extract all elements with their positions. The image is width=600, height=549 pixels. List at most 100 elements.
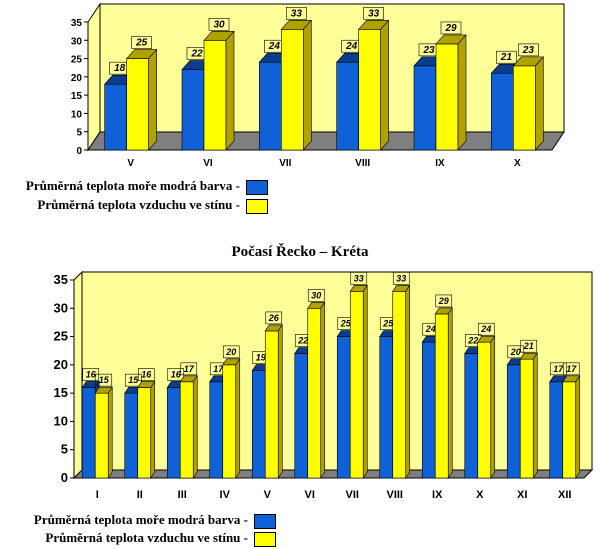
data-label-box: [131, 36, 152, 49]
bar-sea-II: [124, 392, 139, 479]
data-label: 16: [86, 369, 97, 379]
x-tick-label: XII: [558, 489, 571, 501]
y-tick-label: 25: [54, 329, 68, 344]
legend-sea-swatch: [246, 180, 268, 195]
data-label: 20: [225, 347, 236, 357]
chart-bottom: 051015202530351615I1516II1617III1720IV19…: [54, 270, 594, 501]
bar-side: [457, 34, 467, 151]
bar-air-VII: [281, 29, 304, 151]
data-label: 26: [268, 313, 280, 323]
x-tick-label: VIII: [355, 158, 370, 169]
bar-air-XII: [562, 381, 577, 479]
x-tick-label: XI: [517, 489, 527, 501]
data-label-box: [286, 7, 307, 20]
data-label: 25: [340, 319, 352, 329]
data-label: 33: [354, 273, 364, 283]
legend-top: Průměrná teplota moře modrá barva - Prům…: [0, 178, 300, 218]
data-label-box: [440, 21, 462, 35]
chart-side-wall: [73, 270, 83, 480]
data-label-box: [363, 7, 384, 20]
legend-sea-swatch: [254, 514, 276, 529]
legend-sea-label: Průměrná teplota moře modrá barva -: [33, 512, 248, 527]
y-tick-label: 0: [76, 146, 82, 157]
bar-side: [320, 301, 326, 479]
bar-sea-XII: [549, 381, 564, 479]
bar-side: [535, 56, 544, 151]
data-label-box: [350, 272, 368, 285]
data-label: 33: [396, 273, 406, 283]
bar-side: [192, 374, 198, 479]
chart-floor: [72, 469, 594, 479]
bar-side: [150, 380, 156, 479]
data-label-box: [562, 362, 580, 376]
bar-sea-III: [166, 387, 181, 479]
data-label-box: [520, 339, 538, 353]
data-label: 22: [190, 49, 203, 60]
bar-side: [575, 374, 581, 479]
x-tick-label: IV: [220, 489, 231, 501]
y-tick-label: 10: [54, 413, 68, 428]
data-label-box: [95, 373, 113, 387]
data-label: 21: [523, 341, 534, 351]
bar-sea-X: [491, 72, 514, 151]
data-label-box: [307, 288, 325, 302]
data-label: 15: [128, 375, 139, 385]
data-label: 24: [480, 324, 491, 334]
bar-sea-I: [81, 387, 96, 479]
bar-air-I: [94, 392, 109, 479]
legend-air-swatch: [254, 532, 276, 547]
data-label: 22: [297, 336, 308, 346]
x-tick-label: VII: [346, 489, 359, 501]
data-label: 25: [135, 38, 148, 49]
data-label: 24: [425, 324, 436, 334]
bar-air-II: [137, 387, 152, 479]
data-label: 23: [422, 45, 435, 56]
data-label-box: [507, 345, 525, 359]
data-label-box: [222, 345, 240, 359]
x-tick-label: VIII: [386, 489, 403, 501]
y-tick-label: 15: [71, 91, 83, 102]
data-label-box: [518, 43, 539, 57]
bar-sea-VII: [259, 61, 282, 151]
y-tick-label: 35: [54, 272, 68, 287]
y-tick-label: 20: [71, 73, 83, 84]
y-tick-label: 25: [71, 55, 83, 66]
bar-air-V: [126, 58, 149, 151]
legend-sea-label: Průměrná teplota moře modrá barva -: [25, 178, 240, 193]
data-label-box: [477, 322, 495, 336]
legend-air-label: Průměrná teplota vzduchu ve stínu -: [45, 530, 248, 545]
bar-sea-VI: [181, 69, 205, 151]
data-label-box: [496, 50, 517, 64]
data-label: 16: [171, 369, 182, 379]
bar-air-V: [264, 330, 279, 479]
data-label: 20: [510, 347, 521, 357]
bar-sea-VIII: [336, 61, 359, 151]
bar-air-VIII: [358, 29, 381, 151]
bar-sea-IX: [413, 65, 437, 151]
data-label: 22: [467, 336, 478, 346]
data-label: 15: [99, 375, 110, 385]
data-label-box: [265, 311, 283, 325]
bar-sea-VI: [294, 353, 309, 479]
bar-sea-XI: [506, 364, 521, 479]
bar-air-VI: [203, 39, 227, 151]
bar-side: [405, 284, 411, 479]
bar-side: [107, 386, 113, 479]
data-label: 25: [382, 319, 394, 329]
y-tick-label: 0: [61, 470, 68, 485]
legend-air-swatch: [246, 199, 268, 214]
legend-bottom: Průměrná teplota moře modrá barva - Prům…: [0, 512, 300, 549]
data-label: 23: [522, 45, 535, 56]
y-tick-label: 5: [76, 128, 82, 139]
data-label-box: [124, 373, 142, 387]
data-label: 17: [213, 364, 224, 374]
data-label: 17: [566, 364, 577, 374]
x-tick-label: X: [476, 489, 484, 501]
bar-sea-V: [251, 370, 266, 479]
bar-air-X: [513, 65, 536, 151]
data-label: 33: [291, 8, 303, 19]
bar-air-IX: [435, 43, 459, 151]
bar-air-III: [179, 381, 194, 479]
data-label-box: [180, 362, 198, 376]
bar-side: [277, 323, 283, 479]
